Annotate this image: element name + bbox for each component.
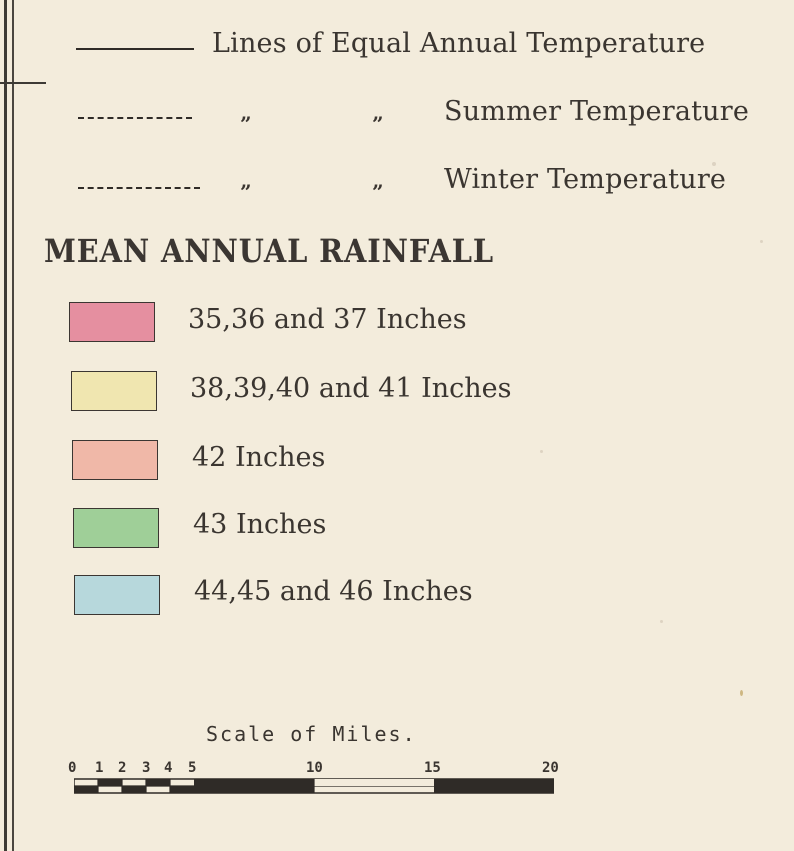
rainfall-label: 44,45 and 46 Inches bbox=[194, 576, 473, 607]
ditto-mark: ” bbox=[240, 180, 252, 204]
rainfall-label: 43 Inches bbox=[193, 509, 327, 540]
scale-segment bbox=[74, 786, 98, 793]
scale-tick-label: 20 bbox=[542, 760, 559, 776]
scale-bar bbox=[74, 778, 554, 794]
paper-speck bbox=[740, 690, 743, 696]
rainfall-swatch bbox=[73, 508, 159, 548]
rainfall-swatch bbox=[74, 575, 160, 615]
scale-tick-label: 15 bbox=[424, 760, 441, 776]
scale-segment bbox=[434, 779, 554, 793]
scale-tick-label: 5 bbox=[188, 760, 197, 776]
paper-speck bbox=[712, 162, 716, 166]
ditto-mark: ” bbox=[372, 180, 384, 204]
scale-tick-label: 1 bbox=[95, 760, 104, 776]
frame-tick bbox=[0, 82, 46, 84]
annual-line-sample bbox=[76, 48, 194, 50]
scale-segment bbox=[98, 779, 122, 786]
rainfall-swatch bbox=[71, 371, 157, 411]
paper-speck bbox=[760, 240, 763, 243]
paper-speck bbox=[540, 450, 543, 453]
winter-temperature-label: Winter Temperature bbox=[444, 164, 727, 195]
scale-segment bbox=[314, 779, 434, 786]
paper-speck bbox=[660, 620, 663, 623]
map-frame-border bbox=[0, 0, 20, 851]
scale-segment bbox=[122, 786, 146, 793]
scale-tick-label: 0 bbox=[68, 760, 77, 776]
scale-tick-label: 10 bbox=[306, 760, 323, 776]
scale-segment bbox=[170, 786, 194, 793]
scale-tick-label: 4 bbox=[164, 760, 173, 776]
scale-tick-label: 2 bbox=[118, 760, 127, 776]
rainfall-title: MEAN ANNUAL RAINFALL bbox=[44, 232, 495, 270]
winter-line-sample bbox=[78, 187, 200, 189]
summer-line-sample bbox=[78, 117, 192, 119]
ditto-mark: ” bbox=[372, 112, 384, 136]
scale-title: Scale of Miles. bbox=[206, 722, 417, 746]
frame-line-inner bbox=[12, 0, 14, 851]
ditto-mark: ” bbox=[240, 112, 252, 136]
rainfall-label: 35,36 and 37 Inches bbox=[188, 304, 467, 335]
scale-tick-label: 3 bbox=[142, 760, 151, 776]
rainfall-swatch bbox=[72, 440, 158, 480]
frame-line-outer bbox=[4, 0, 7, 851]
scale-segment bbox=[146, 779, 170, 786]
scale-segment bbox=[194, 779, 314, 793]
rainfall-swatch bbox=[69, 302, 155, 342]
rainfall-label: 38,39,40 and 41 Inches bbox=[190, 373, 512, 404]
annual-temperature-label: Lines of Equal Annual Temperature bbox=[212, 28, 706, 59]
rainfall-label: 42 Inches bbox=[192, 442, 326, 473]
summer-temperature-label: Summer Temperature bbox=[444, 96, 750, 127]
